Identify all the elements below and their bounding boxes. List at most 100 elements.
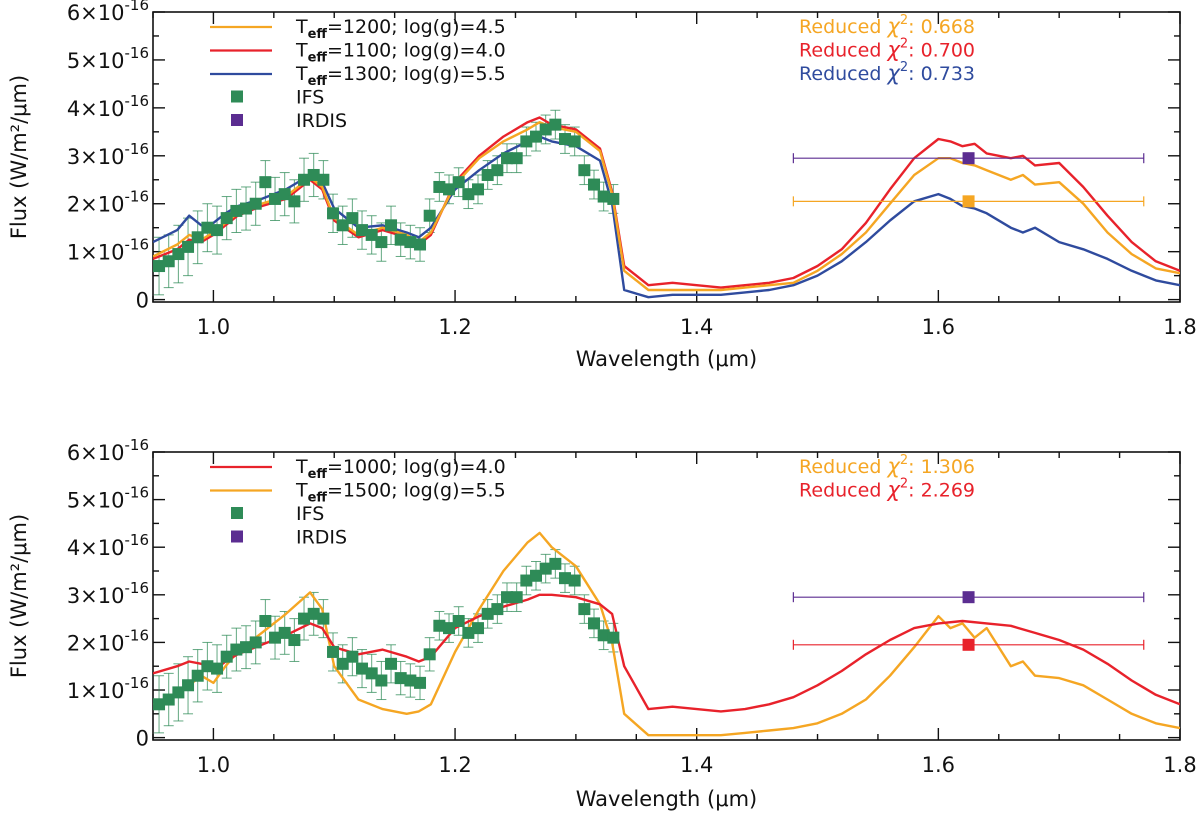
chi2-exponent: 2 <box>900 453 908 468</box>
y-tick-mantissa: 1×10 <box>67 679 125 703</box>
y-tick-label: 4×10-16 <box>67 531 149 560</box>
y-tick-mantissa: 6×10 <box>67 441 125 465</box>
x-axis-label: Wavelength (μm) <box>576 787 757 811</box>
ifs-point <box>259 614 272 627</box>
data-layer <box>153 109 1180 299</box>
ifs-point <box>597 190 610 203</box>
ifs-point <box>220 212 233 225</box>
y-tick-label: 0 <box>136 727 149 751</box>
legend-params: =1500; log(g)=5.5 <box>327 480 506 502</box>
y-tick-mantissa: 4×10 <box>67 536 125 560</box>
y-tick-mantissa: 2×10 <box>67 631 125 655</box>
ifs-point <box>404 674 417 687</box>
y-tick-exponent: -16 <box>125 579 150 597</box>
ifs-point <box>559 133 572 146</box>
ifs-point <box>452 176 465 189</box>
ifs-point <box>588 617 601 630</box>
ifs-point <box>443 183 456 196</box>
irdis-point <box>962 195 975 208</box>
legend-T: T <box>295 63 308 85</box>
chi2-symbol: χ <box>886 38 901 62</box>
ifs-point <box>578 603 591 616</box>
irdis-point <box>962 152 975 165</box>
ifs-point <box>211 224 224 237</box>
chi2-symbol: χ <box>886 14 901 38</box>
legend-eff: eff <box>308 74 328 89</box>
ifs-point <box>375 674 388 687</box>
y-tick-exponent: -16 <box>125 484 150 502</box>
ifs-point <box>510 591 523 604</box>
y-tick-label: 2×10-16 <box>67 188 149 217</box>
y-tick-label: 1×10-16 <box>67 674 149 703</box>
chi2-label: Reduced <box>799 456 887 478</box>
y-tick-label: 0 <box>136 289 149 313</box>
ifs-point <box>539 123 552 136</box>
ifs-point <box>539 562 552 575</box>
model-series-line <box>153 531 1180 737</box>
y-tick-exponent: -16 <box>125 626 150 644</box>
ifs-point <box>356 662 369 675</box>
x-axis-label: Wavelength (μm) <box>576 347 757 371</box>
legend-label: Teff=1500; log(g)=5.5 <box>295 480 506 506</box>
y-tick-mantissa: 1×10 <box>67 241 125 265</box>
y-tick-mantissa: 0 <box>136 289 149 313</box>
chi2-value: : 2.269 <box>908 480 975 502</box>
data-layer <box>153 531 1180 737</box>
ifs-point <box>259 176 272 189</box>
ifs-point <box>240 202 253 215</box>
x-tick-label: 1.8 <box>1163 753 1196 777</box>
ifs-point <box>365 667 378 680</box>
y-tick-mantissa: 3×10 <box>67 584 125 608</box>
ifs-point <box>501 152 514 165</box>
legend-irdis-swatch <box>231 114 243 126</box>
ifs-point <box>481 607 494 620</box>
model-series-line <box>153 135 1180 299</box>
y-tick-exponent: -16 <box>125 531 150 549</box>
ifs-point <box>385 657 398 670</box>
ifs-point <box>462 188 475 201</box>
ifs-point <box>404 236 417 249</box>
legend-eff: eff <box>308 51 328 66</box>
ifs-point <box>365 228 378 241</box>
legend-T: T <box>295 456 308 478</box>
y-tick-mantissa: 6×10 <box>67 1 125 25</box>
y-tick-mantissa: 3×10 <box>67 145 125 169</box>
y-tick-label: 6×10-16 <box>67 0 149 25</box>
model-series-line <box>153 121 1180 292</box>
ifs-point <box>481 168 494 181</box>
legend-eff: eff <box>308 27 328 42</box>
ifs-point <box>433 619 446 632</box>
ifs-point <box>211 662 224 675</box>
ifs-point <box>230 643 243 656</box>
ifs-point <box>317 612 330 625</box>
y-tick-exponent: -16 <box>125 140 150 158</box>
legend-eff: eff <box>308 491 328 506</box>
ifs-point <box>423 209 436 222</box>
ifs-point <box>472 622 485 635</box>
ifs-point <box>172 248 185 261</box>
y-tick-label: 6×10-16 <box>67 436 149 465</box>
legend-irdis-swatch <box>231 530 243 543</box>
ifs-point <box>153 698 166 711</box>
ifs-point <box>336 657 349 670</box>
ifs-point <box>153 260 166 273</box>
chi2-exponent: 2 <box>900 13 908 28</box>
chi2-label: Reduced <box>799 40 887 62</box>
ifs-point <box>191 231 204 244</box>
legend-irdis-label: IRDIS <box>296 110 347 132</box>
ifs-point <box>172 686 185 699</box>
ifs-point <box>462 626 475 639</box>
ifs-point <box>491 603 504 616</box>
ifs-point <box>182 679 195 692</box>
legend-ifs-label: IFS <box>296 503 324 525</box>
ifs-point <box>568 135 581 148</box>
ifs-point <box>375 236 388 249</box>
x-tick-label: 1.2 <box>438 753 471 777</box>
ifs-point <box>520 574 533 587</box>
legend-label: Teff=1300; log(g)=5.5 <box>295 63 506 89</box>
ifs-point <box>472 183 485 196</box>
y-tick-exponent: -16 <box>125 188 150 206</box>
ifs-point <box>607 192 620 205</box>
ifs-point <box>327 645 340 658</box>
